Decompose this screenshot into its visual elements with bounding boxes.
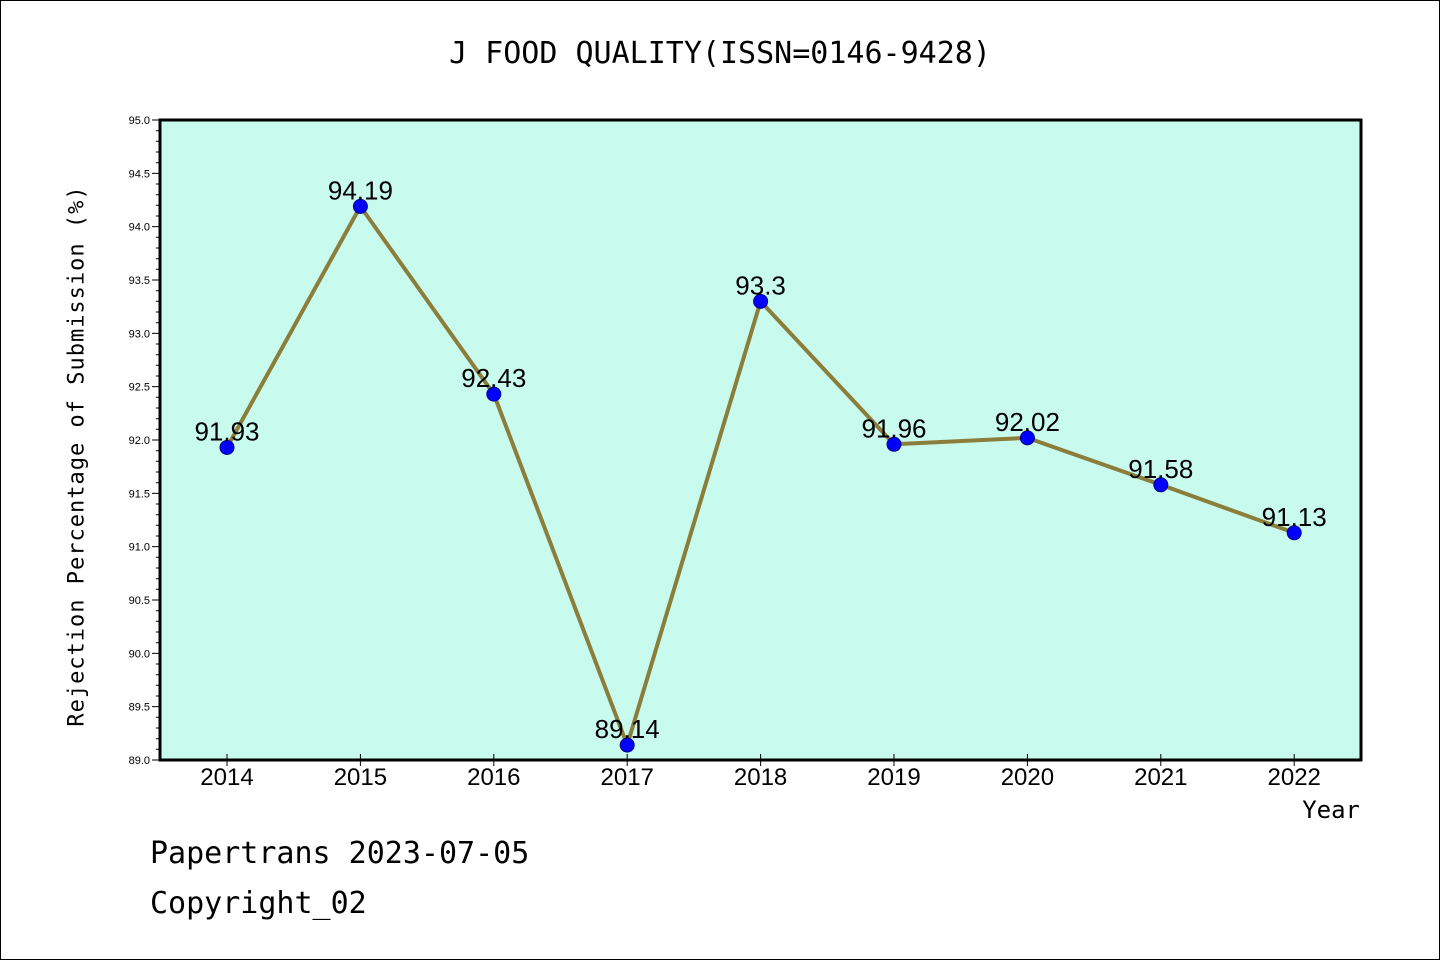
y-tick-label: 90.5	[129, 595, 150, 607]
y-tick-label: 94.5	[129, 168, 150, 180]
data-point	[352, 198, 368, 214]
y-tick-label: 90.0	[129, 648, 150, 660]
data-label: 93.3	[735, 270, 786, 300]
data-point	[886, 436, 902, 452]
footer-copyright: Copyright_02	[150, 886, 367, 921]
data-point	[619, 737, 635, 753]
x-tick-label: 2022	[1268, 764, 1321, 791]
x-axis-label: Year	[1302, 796, 1360, 824]
x-tick-label: 2016	[467, 764, 520, 791]
x-tick-label: 2019	[867, 764, 920, 791]
y-tick-label: 89.0	[129, 755, 150, 767]
plot-border	[158, 118, 1363, 762]
data-point	[1019, 430, 1035, 446]
data-label: 91.93	[194, 416, 259, 446]
data-point	[753, 293, 769, 309]
y-tick-label: 89.5	[129, 702, 150, 714]
x-tick-label: 2021	[1134, 764, 1187, 791]
data-point	[1153, 477, 1169, 493]
y-tick-label: 94.0	[129, 222, 150, 234]
y-axis: 89.0 89.5 90.0 90.5 91.0 91.5 92.0 92.5 93.0 93.5…	[129, 115, 160, 767]
y-tick-label: 91.0	[129, 542, 150, 554]
y-tick-label: 92.5	[129, 382, 150, 394]
data-label: 89.14	[595, 714, 660, 744]
data-label: 92.02	[995, 407, 1060, 437]
data-point	[486, 386, 502, 402]
series-layer: 91.93 94.19 92.43 89.14 93.3 91.96 92.02 91.58 9…	[194, 175, 1327, 753]
x-axis: 2014 2015 2016 2017 2018 2019 2020 2021 2022	[200, 754, 1321, 791]
x-tick-label: 2020	[1001, 764, 1054, 791]
data-point	[1286, 525, 1302, 541]
data-label: 92.43	[461, 363, 526, 393]
data-label: 91.13	[1262, 502, 1327, 532]
data-label: 91.58	[1128, 454, 1193, 484]
y-tick-label: 93.5	[129, 275, 150, 287]
footer-date: Papertrans 2023-07-05	[150, 836, 530, 871]
y-tick-label: 92.0	[129, 435, 150, 447]
data-label: 94.19	[328, 175, 393, 205]
y-tick-label: 91.5	[129, 488, 150, 500]
x-tick-label: 2017	[601, 764, 654, 791]
data-point	[219, 439, 235, 455]
data-label: 91.96	[861, 413, 926, 443]
y-tick-label: 93.0	[129, 328, 150, 340]
chart-title: J FOOD QUALITY(ISSN=0146-9428)	[449, 36, 991, 71]
x-tick-label: 2015	[334, 764, 387, 791]
x-tick-label: 2018	[734, 764, 787, 791]
y-tick-label: 95.0	[129, 115, 150, 127]
x-tick-label: 2014	[200, 764, 253, 791]
plot-area	[160, 120, 1361, 760]
